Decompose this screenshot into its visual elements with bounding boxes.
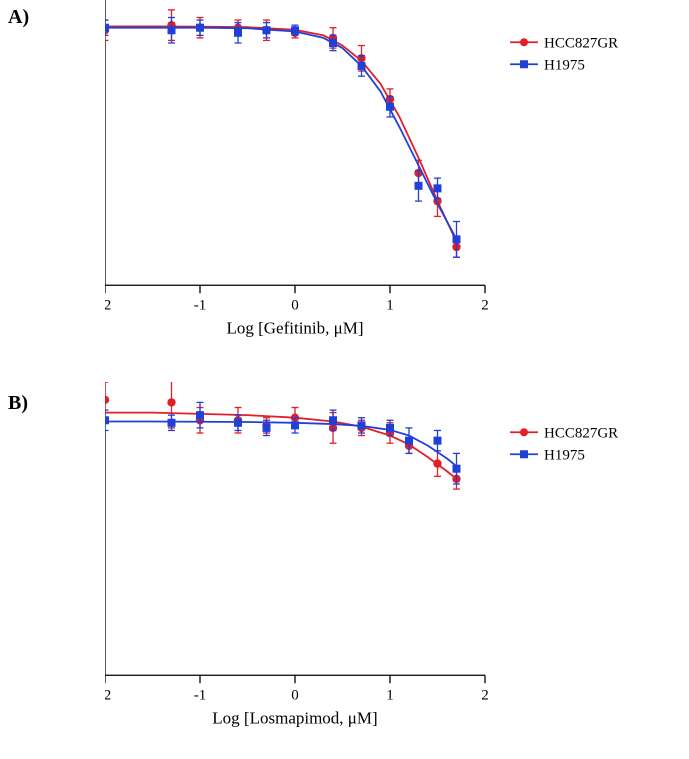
svg-text:-2: -2	[105, 297, 111, 313]
svg-text:0: 0	[291, 297, 299, 313]
chart-B: -2-1012050100Log [Losmapimod, μM]Cell vi…	[105, 382, 685, 735]
svg-text:1: 1	[386, 687, 394, 703]
axes: -2-1012050100	[105, 382, 489, 703]
svg-text:HCC827GR: HCC827GR	[544, 425, 618, 441]
panel-label-B: B)	[8, 392, 28, 415]
legend: HCC827GR H1975	[510, 425, 618, 463]
series-H1975	[105, 17, 461, 257]
panel-label-A: A)	[8, 6, 29, 29]
chart-A: -2-1012050100Log [Gefitinib, μM]Cell via…	[105, 0, 685, 345]
series-H1975	[105, 402, 461, 484]
svg-text:2: 2	[481, 297, 489, 313]
x-axis-label: Log [Losmapimod, μM]	[212, 708, 377, 727]
svg-text:-1: -1	[194, 687, 207, 703]
svg-text:HCC827GR: HCC827GR	[544, 35, 618, 51]
svg-text:H1975: H1975	[544, 57, 585, 73]
axes: -2-1012050100	[105, 0, 489, 313]
svg-text:-1: -1	[194, 297, 207, 313]
svg-text:1: 1	[386, 297, 394, 313]
series-HCC827GR	[105, 10, 461, 257]
legend: HCC827GR H1975	[510, 35, 618, 73]
svg-text:0: 0	[291, 687, 299, 703]
figure: A)-2-1012050100Log [Gefitinib, μM]Cell v…	[0, 0, 689, 759]
x-axis-label: Log [Gefitinib, μM]	[226, 318, 363, 337]
svg-text:H1975: H1975	[544, 447, 585, 463]
svg-text:2: 2	[481, 687, 489, 703]
svg-text:-2: -2	[105, 687, 111, 703]
